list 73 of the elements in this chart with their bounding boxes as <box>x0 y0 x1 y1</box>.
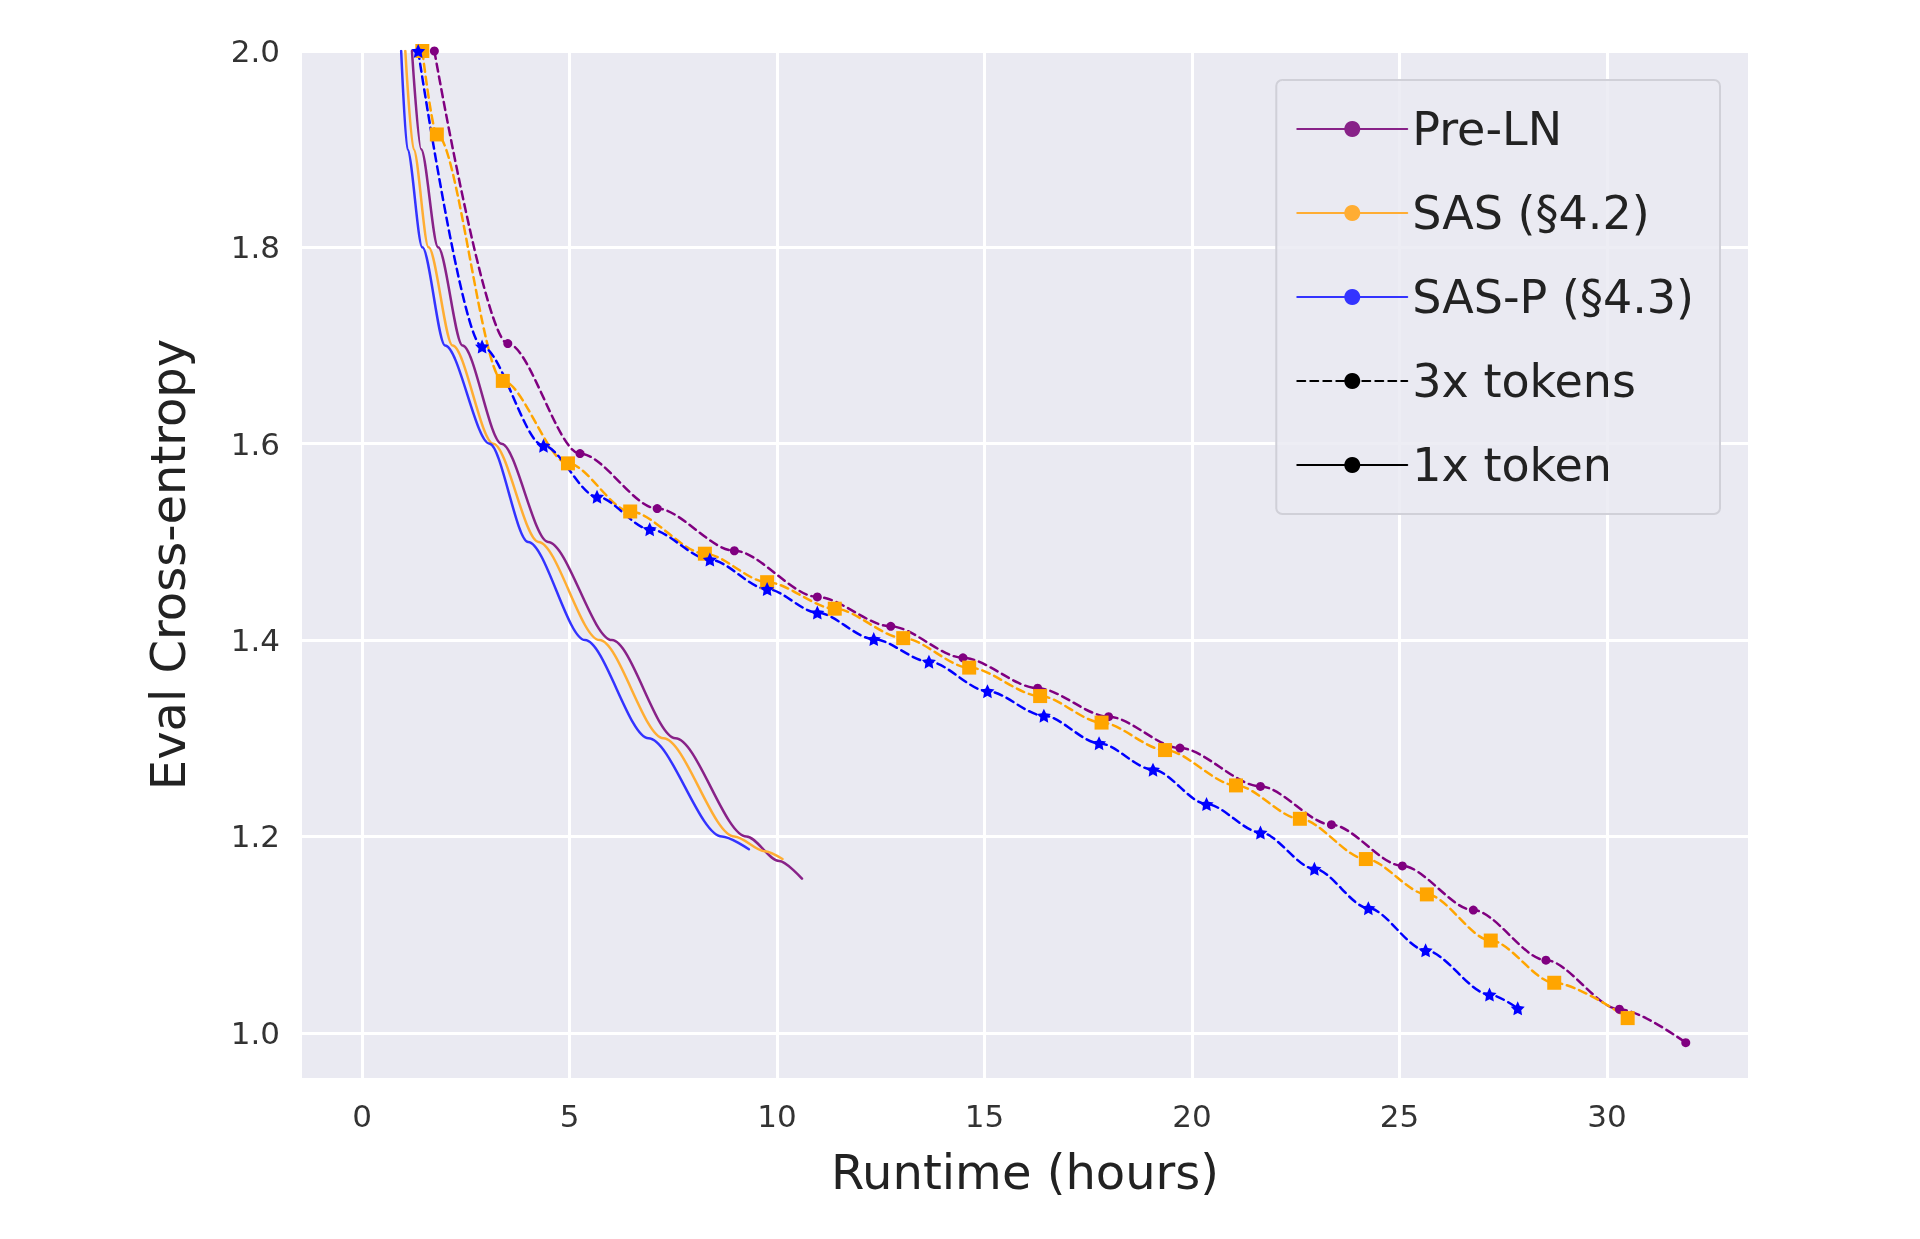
point <box>652 504 662 514</box>
point <box>1397 861 1407 871</box>
point <box>810 605 825 620</box>
point <box>702 552 717 567</box>
legend-label: SAS (§4.2) <box>1412 186 1650 240</box>
point <box>429 127 444 142</box>
point <box>590 489 605 504</box>
point <box>980 684 995 699</box>
x-tick-label: 10 <box>757 1097 797 1134</box>
point <box>1158 743 1173 758</box>
point <box>1033 689 1048 704</box>
point <box>475 339 490 354</box>
point <box>1228 778 1243 793</box>
point <box>1620 1011 1635 1026</box>
point <box>866 632 881 647</box>
point <box>560 456 575 471</box>
point <box>827 601 842 616</box>
point <box>536 438 551 453</box>
point <box>1253 825 1268 840</box>
point <box>1292 811 1307 826</box>
point <box>429 46 439 56</box>
point <box>1326 820 1336 830</box>
y-tick-label: 2.0 <box>230 33 280 69</box>
point <box>1092 736 1107 751</box>
point <box>921 654 936 669</box>
point <box>962 660 977 675</box>
point <box>1255 781 1265 791</box>
x-tick-label: 0 <box>352 1097 373 1134</box>
point <box>1614 1004 1624 1014</box>
legend-label: Pre-LN <box>1412 102 1563 156</box>
point <box>1361 901 1376 916</box>
point <box>1483 933 1498 948</box>
y-axis-title: Eval Cross-entropy <box>140 338 196 791</box>
x-tick-label: 20 <box>1172 1097 1212 1134</box>
point <box>1468 905 1478 915</box>
point <box>1146 762 1160 777</box>
point <box>1358 852 1373 867</box>
x-tick-label: 25 <box>1379 1097 1420 1134</box>
y-tick-label: 1.2 <box>230 818 280 855</box>
point <box>1036 708 1051 723</box>
x-tick-label: 15 <box>964 1097 1005 1134</box>
point <box>1307 861 1322 876</box>
point <box>623 504 638 519</box>
legend-label: 3x tokens <box>1412 354 1636 408</box>
point <box>1541 955 1551 965</box>
y-tick-label: 1.4 <box>230 622 280 659</box>
point <box>1510 1001 1525 1016</box>
y-tick-label: 1.6 <box>230 425 280 462</box>
y-tick-label: 1.0 <box>230 1014 280 1051</box>
point <box>1547 975 1562 990</box>
legend-label: 1x token <box>1412 438 1613 492</box>
point <box>1199 797 1214 812</box>
point <box>1681 1038 1691 1048</box>
point <box>812 592 822 602</box>
point <box>503 339 513 349</box>
point <box>1419 887 1434 902</box>
point <box>1175 743 1185 753</box>
y-tick-label: 1.8 <box>230 229 280 266</box>
x-tick-label: 30 <box>1587 1097 1627 1134</box>
x-axis-title: Runtime (hours) <box>830 1144 1220 1200</box>
point <box>1418 943 1433 958</box>
point <box>642 522 657 537</box>
legend-label: SAS-P (§4.3) <box>1412 270 1695 324</box>
point <box>1094 715 1109 730</box>
point <box>896 631 911 646</box>
point <box>411 44 426 58</box>
point <box>886 621 896 631</box>
point <box>760 582 775 597</box>
point <box>575 449 585 459</box>
point <box>495 373 510 388</box>
point <box>729 546 739 556</box>
x-tick-label: 5 <box>559 1097 580 1134</box>
point <box>1482 987 1497 1002</box>
